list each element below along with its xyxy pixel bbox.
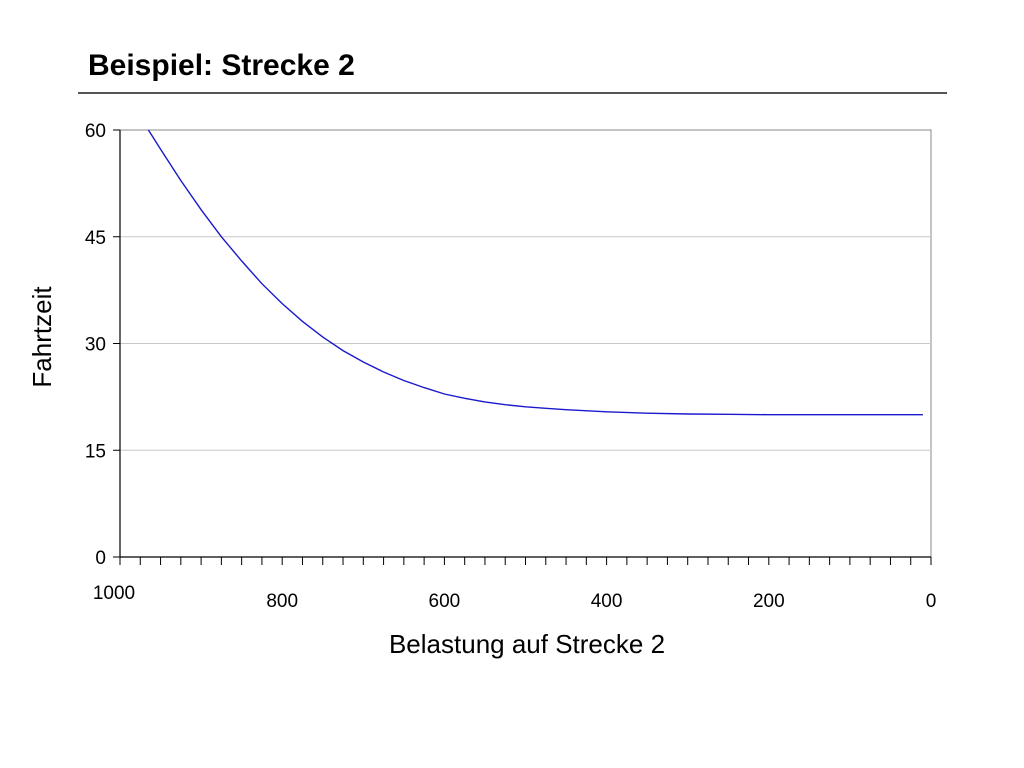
gridlines xyxy=(120,236,931,451)
x-tick-label: 400 xyxy=(591,591,623,612)
series-line-1 xyxy=(147,129,923,416)
x-tick-label: 1000 xyxy=(93,583,135,604)
title-divider xyxy=(78,92,947,94)
y-tick-label: 0 xyxy=(95,548,106,569)
x-tick-label: 600 xyxy=(429,591,461,612)
x-axis-title: Belastung auf Strecke 2 xyxy=(389,629,665,659)
slide-title: Beispiel: Strecke 2 xyxy=(88,49,355,82)
y-axis-title: Fahrtzeit xyxy=(27,286,57,388)
x-tick-label: 200 xyxy=(753,591,785,612)
y-tick-label: 30 xyxy=(85,335,106,356)
y-tick-label: 15 xyxy=(85,441,106,462)
y-tick-label: 60 xyxy=(85,121,106,142)
series-layer xyxy=(147,129,923,416)
x-tick-label: 800 xyxy=(266,591,298,612)
x-tick-label: 0 xyxy=(926,591,937,612)
y-tick-label: 45 xyxy=(85,228,106,249)
tick-labels: 0 15 30 45 60 1000 800 600 400 200 0 xyxy=(85,121,936,612)
axes xyxy=(113,129,932,565)
